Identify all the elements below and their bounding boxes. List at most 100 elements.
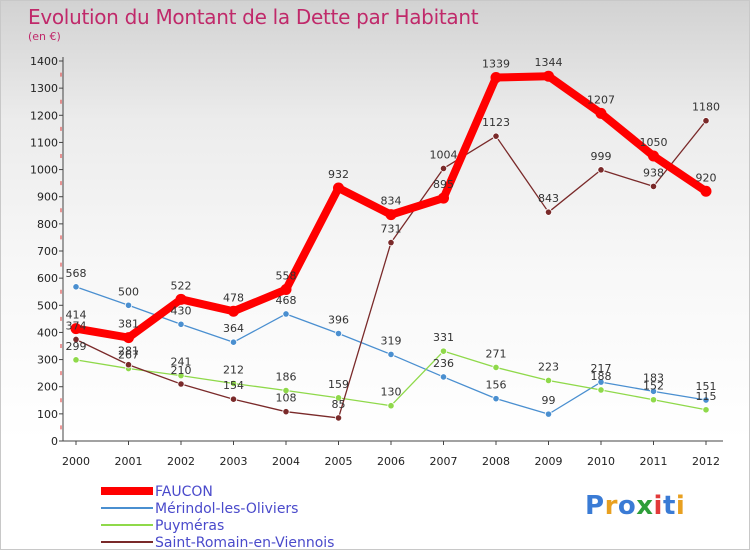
series-puym-ras xyxy=(72,347,710,414)
data-point xyxy=(282,408,290,416)
y-tick-label: 1200 xyxy=(30,109,58,122)
y-tick-label: 900 xyxy=(37,191,58,204)
data-label: 500 xyxy=(118,285,139,298)
data-point xyxy=(492,395,500,403)
data-point xyxy=(280,284,292,296)
data-label: 271 xyxy=(486,347,507,360)
data-label: 381 xyxy=(118,318,139,331)
logo-letter: r xyxy=(604,491,618,521)
data-point xyxy=(439,164,448,173)
data-label: 522 xyxy=(171,279,192,292)
data-point xyxy=(439,347,448,355)
data-point xyxy=(387,238,395,247)
legend-label: Saint-Romain-en-Viennois xyxy=(155,535,334,550)
x-tick-label: 2003 xyxy=(220,455,248,468)
logo-letter: o xyxy=(617,491,637,521)
data-point xyxy=(229,395,238,403)
logo-letter: x xyxy=(636,491,654,521)
data-point xyxy=(175,293,187,305)
data-label: 834 xyxy=(381,195,402,208)
data-label: 478 xyxy=(223,291,244,304)
legend-label: Puyméras xyxy=(155,518,224,534)
x-tick-label: 2012 xyxy=(692,455,720,468)
data-label: 932 xyxy=(328,168,349,181)
data-label: 223 xyxy=(538,360,559,373)
data-label: 895 xyxy=(433,178,454,191)
legend-label: Mérindol-les-Oliviers xyxy=(155,501,298,517)
data-point xyxy=(544,410,553,418)
series-faucon xyxy=(70,70,712,344)
y-tick-label: 1000 xyxy=(30,164,58,177)
data-point xyxy=(492,132,500,140)
data-point xyxy=(282,386,290,395)
data-point xyxy=(595,107,607,119)
y-tick-label: 200 xyxy=(37,381,58,394)
data-label: 130 xyxy=(381,386,402,399)
data-point xyxy=(124,301,133,309)
data-point xyxy=(492,363,500,372)
data-point xyxy=(177,380,185,388)
x-tick-label: 2007 xyxy=(430,455,458,468)
data-point xyxy=(490,72,502,84)
data-label: 152 xyxy=(643,380,664,393)
logo-letter: i xyxy=(675,491,686,521)
data-point xyxy=(282,310,290,318)
data-label: 159 xyxy=(328,378,349,391)
x-tick-label: 2002 xyxy=(167,455,195,468)
data-label: 938 xyxy=(643,166,664,179)
data-label: 568 xyxy=(66,267,87,280)
data-point xyxy=(597,166,605,174)
chart-title: Evolution du Montant de la Dette par Hab… xyxy=(28,5,479,29)
data-point xyxy=(177,371,185,380)
data-label: 414 xyxy=(66,309,87,322)
data-label: 843 xyxy=(538,192,559,205)
data-point xyxy=(229,379,238,388)
x-tick-label: 2000 xyxy=(62,455,90,468)
x-tick-label: 2005 xyxy=(325,455,353,468)
data-point xyxy=(700,185,712,197)
data-label: 154 xyxy=(223,379,244,392)
data-label: 1123 xyxy=(482,116,510,129)
data-label: 731 xyxy=(381,223,402,236)
y-tick-label: 100 xyxy=(37,408,58,421)
data-label: 267 xyxy=(118,349,139,362)
y-tick-label: 1300 xyxy=(30,82,58,95)
data-point xyxy=(597,378,605,386)
data-point xyxy=(72,283,80,291)
data-label: 396 xyxy=(328,314,349,327)
y-tick-label: 500 xyxy=(37,299,58,312)
data-point xyxy=(702,406,710,414)
data-label: 558 xyxy=(276,270,297,283)
data-point xyxy=(597,386,605,394)
data-label: 217 xyxy=(591,362,612,375)
x-tick-label: 2011 xyxy=(640,455,668,468)
y-tick-label: 300 xyxy=(37,354,58,367)
data-label: 364 xyxy=(223,322,244,335)
data-point xyxy=(543,70,554,82)
data-label: 281 xyxy=(118,345,139,358)
x-tick-label: 2001 xyxy=(115,455,143,468)
data-point xyxy=(123,332,134,344)
series-m-rindol-les-oliviers xyxy=(72,283,710,418)
data-label: 156 xyxy=(486,379,507,392)
series-saint-romain-en-viennois xyxy=(72,117,710,422)
logo-letter: i xyxy=(653,491,663,521)
data-point xyxy=(702,117,710,125)
data-point xyxy=(334,329,343,338)
data-point xyxy=(72,356,80,364)
y-tick-label: 800 xyxy=(37,218,58,231)
data-label: 183 xyxy=(643,371,664,384)
data-label: 920 xyxy=(696,171,717,184)
y-tick-label: 1100 xyxy=(30,136,58,149)
y-tick-label: 0 xyxy=(51,435,58,448)
data-point xyxy=(649,182,658,190)
data-point xyxy=(334,414,343,422)
data-point xyxy=(70,323,82,335)
x-tick-label: 2008 xyxy=(482,455,510,468)
data-point xyxy=(177,320,185,328)
data-label: 430 xyxy=(171,304,192,317)
data-point xyxy=(72,335,80,344)
logo-letter: P xyxy=(585,491,605,521)
data-label: 210 xyxy=(171,364,192,377)
